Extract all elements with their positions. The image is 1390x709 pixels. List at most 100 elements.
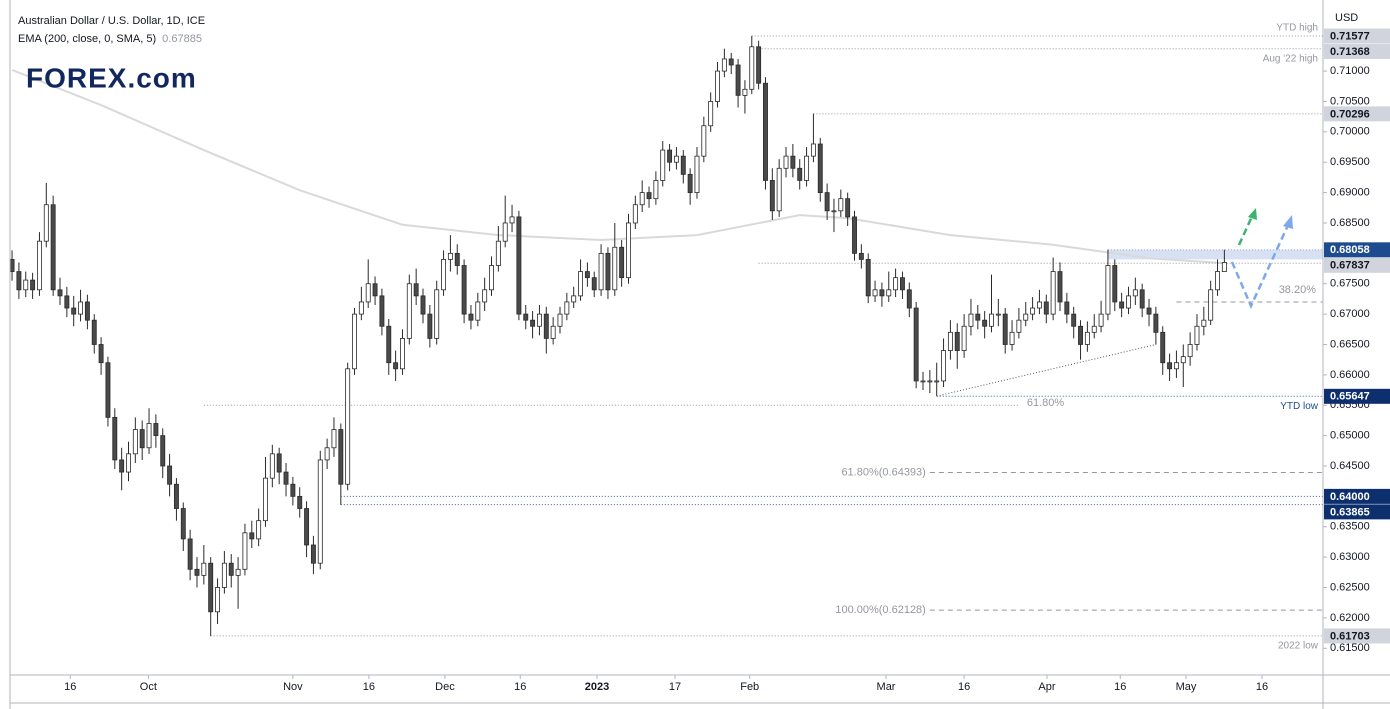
y-tick-label: 0.62000 (1330, 612, 1370, 624)
candle-body (680, 155, 686, 175)
candle-body (845, 198, 851, 218)
y-tick-label: 0.64500 (1330, 460, 1370, 472)
candle-body (263, 477, 268, 522)
candle-body (64, 295, 70, 309)
x-tick-label: Dec (435, 681, 455, 693)
candle-body (187, 538, 193, 570)
candle-body (324, 447, 330, 461)
candle-body (454, 252, 460, 266)
candle-body (831, 210, 837, 213)
candle-body (475, 301, 481, 321)
candle-body (208, 562, 214, 613)
y-tick-label: 0.66500 (1330, 338, 1370, 350)
candle-body (502, 222, 508, 242)
candle-body (1016, 319, 1022, 333)
price-box (1324, 628, 1390, 644)
candle-body (995, 313, 1001, 316)
candle-body (221, 562, 227, 588)
candle-body (290, 483, 296, 497)
candle-body (893, 277, 899, 291)
candle-body (1002, 313, 1008, 345)
candle-body (468, 313, 474, 321)
price-box (1324, 388, 1390, 404)
arrow-head (1248, 208, 1257, 220)
candle-body (1132, 289, 1138, 297)
candle-body (400, 338, 405, 370)
candle-body (30, 279, 36, 291)
candle-body (776, 167, 782, 212)
candle-body (667, 149, 673, 163)
candle-body (721, 58, 727, 72)
candle-body (1173, 362, 1179, 370)
x-tick-label: 16 (363, 681, 375, 693)
currency: USD (1335, 12, 1358, 24)
price-label: 0.70296 (1330, 108, 1370, 120)
candle-body (413, 283, 419, 297)
candle-body (434, 289, 440, 339)
y-tick-label: 0.70000 (1330, 126, 1370, 138)
candle-body (447, 252, 453, 260)
fib-label: 61.80%(0.64393) (841, 466, 925, 478)
candle-body (810, 143, 816, 157)
candle-body (982, 319, 988, 327)
candle-body (872, 289, 878, 297)
candle-body (461, 265, 467, 315)
candle-body (516, 216, 522, 315)
candle-body (331, 429, 337, 449)
candle-body (879, 289, 885, 297)
candle-body (139, 429, 145, 449)
candle-body (934, 380, 940, 383)
candle-body (742, 88, 748, 96)
price-label: 0.67837 (1330, 260, 1370, 272)
candle-body (584, 271, 590, 279)
candle-body (1146, 307, 1152, 315)
level-note: YTD high (1276, 23, 1318, 34)
candle-body (23, 279, 29, 291)
y-tick-label: 0.61500 (1330, 642, 1370, 654)
candle-body (1009, 331, 1015, 345)
candle-body (660, 149, 666, 181)
candle-body (536, 313, 542, 327)
candle-body (735, 64, 741, 96)
candle-body (379, 295, 385, 327)
candle-body (372, 283, 378, 297)
candle-body (824, 192, 830, 212)
candle-body (160, 435, 166, 467)
candle-body (132, 429, 138, 455)
y-tick-label: 0.70500 (1330, 95, 1370, 107)
candle-body (16, 271, 22, 291)
candle-body (1187, 344, 1193, 358)
x-tick-label: May (1176, 681, 1197, 693)
candle-body (612, 246, 618, 291)
candle-body (249, 532, 255, 540)
candle-body (1023, 313, 1029, 321)
fib-label: 100.00%(0.62128) (835, 604, 926, 616)
candle-body (571, 295, 577, 303)
candle-body (708, 101, 714, 127)
candle-body (906, 289, 912, 309)
candle-body (283, 471, 289, 485)
candle-body (215, 587, 220, 613)
candle-body (509, 216, 515, 224)
candle-body (975, 313, 981, 321)
price-box (1324, 257, 1390, 273)
candle-body (1201, 319, 1207, 327)
x-tick-label: Oct (140, 681, 157, 693)
candle-body (304, 508, 310, 546)
candle-body (900, 277, 905, 291)
candle-body (1126, 295, 1131, 309)
candle-body (591, 277, 597, 291)
candle-body (1084, 331, 1090, 345)
candle-body (701, 125, 707, 157)
candle-body (530, 319, 536, 327)
candle-body (769, 180, 775, 212)
candle-body (564, 301, 570, 315)
candle-body (947, 331, 953, 351)
candle-body (50, 204, 56, 291)
candle-body (256, 520, 262, 540)
y-tick-label: 0.65000 (1330, 430, 1370, 442)
candle-body (420, 295, 426, 315)
candle-body (78, 301, 84, 315)
candle-body (201, 562, 207, 576)
